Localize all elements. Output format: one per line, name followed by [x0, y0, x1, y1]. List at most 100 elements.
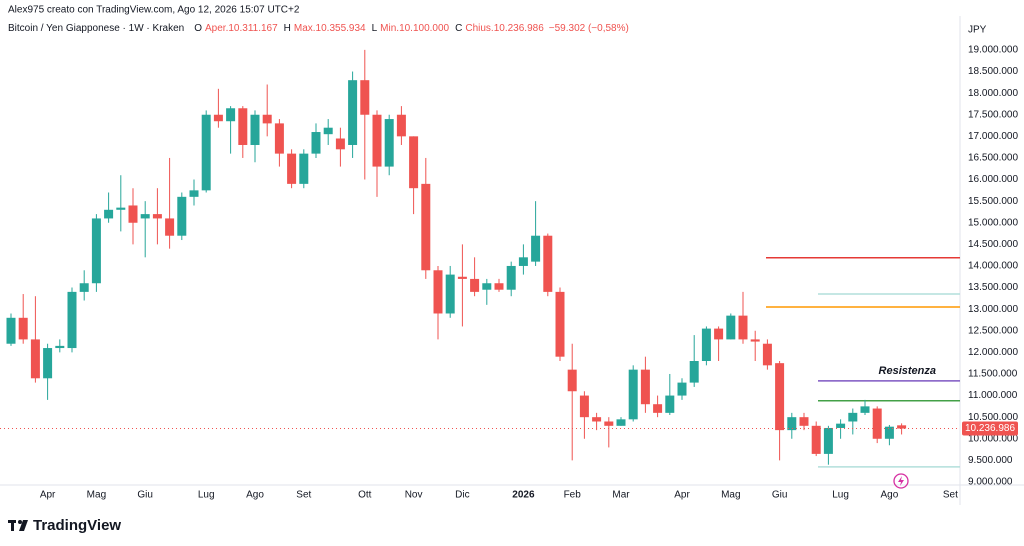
x-tick-label: Giu: [137, 490, 153, 501]
candle-body: [79, 283, 89, 292]
y-tick-label: 12.000.000: [968, 347, 1018, 358]
candle-body: [67, 291, 77, 349]
candle-body: [531, 235, 541, 262]
logo-part: [18, 520, 22, 524]
candle-body: [726, 315, 736, 340]
legend-value: Min.10.100.000: [380, 23, 449, 34]
candle-body: [628, 369, 638, 420]
candle-body: [189, 190, 199, 197]
x-tick-label: Lug: [832, 490, 849, 501]
y-tick-label: 17.000.000: [968, 131, 1018, 142]
candle-body: [55, 345, 65, 349]
candle-body: [457, 276, 467, 279]
candle-body: [372, 114, 382, 167]
x-tick-label: Ago: [881, 490, 899, 501]
candle-body: [555, 291, 565, 357]
icon-ring: [893, 473, 909, 489]
candle-body: [738, 315, 748, 340]
y-tick-label: 11.000.000: [968, 390, 1018, 401]
currency-label: JPY: [968, 25, 987, 36]
x-tick-label: Mar: [612, 490, 630, 501]
candle-body: [579, 395, 589, 418]
x-tick-label: 2026: [512, 490, 535, 501]
candle-body: [274, 123, 284, 154]
candle-body: [811, 425, 821, 454]
y-tick-label: 12.500.000: [968, 325, 1018, 336]
candle-body: [30, 339, 40, 379]
candle-body: [604, 421, 614, 426]
candle-body: [775, 363, 785, 431]
y-tick-label: 16.500.000: [968, 153, 1018, 164]
y-tick-label: 11.500.000: [968, 369, 1018, 380]
candle-body: [592, 417, 602, 422]
icon-bolt: [898, 476, 904, 486]
logo-part: [19, 520, 28, 531]
x-tick-label: Apr: [40, 490, 56, 501]
candle-body: [543, 235, 553, 292]
y-tick-label: 13.500.000: [968, 282, 1018, 293]
level-label: Resistenza: [879, 365, 936, 377]
candle-body: [396, 114, 406, 137]
legend-value: Max.10.355.934: [294, 23, 366, 34]
y-tick-label: 19.000.000: [968, 45, 1018, 56]
candle-body: [116, 207, 126, 210]
candle-body: [433, 270, 443, 314]
candle-body: [518, 257, 528, 266]
y-tick-label: 13.000.000: [968, 304, 1018, 315]
candle-body: [226, 108, 236, 122]
y-tick-label: 16.000.000: [968, 174, 1018, 185]
candle-body: [897, 425, 907, 429]
candle-body: [384, 119, 394, 167]
candle-body: [787, 417, 797, 431]
candle-body: [299, 153, 309, 184]
candle-body: [140, 214, 150, 219]
candle-body: [262, 114, 272, 124]
y-tick-label: 9.500.000: [968, 455, 1013, 466]
candle-body: [445, 274, 455, 314]
candle-body: [872, 408, 882, 439]
legend-value: Chius.10.236.986: [465, 23, 544, 34]
candle-body: [165, 218, 175, 236]
x-tick-label: Giu: [772, 490, 788, 501]
y-tick-label: 14.500.000: [968, 239, 1018, 250]
candle-body: [250, 114, 260, 145]
candle-body: [677, 382, 687, 396]
candle-body: [348, 80, 358, 145]
candle-body: [616, 419, 626, 426]
y-tick-label: 9.000.000: [968, 477, 1013, 488]
candle-body: [360, 80, 370, 115]
candle-body: [665, 395, 675, 413]
x-tick-label: Set: [296, 490, 311, 501]
candle-body: [714, 328, 724, 340]
candle-body: [848, 412, 858, 422]
candle-body: [823, 427, 833, 454]
y-tick-label: 15.500.000: [968, 196, 1018, 207]
candle-body: [482, 283, 492, 290]
candle-body: [91, 218, 101, 284]
candle-body: [177, 196, 187, 236]
candle-body: [238, 108, 248, 145]
legend-title: Bitcoin / Yen Giapponese · 1W · Kraken: [8, 23, 184, 34]
candle-body: [653, 404, 663, 413]
candle-body: [701, 328, 711, 362]
last-price-box: [962, 421, 1018, 436]
alert-icon: [893, 473, 909, 489]
last-price-label: 10.236.986: [965, 423, 1015, 434]
y-tick-label: 10.000.000: [968, 433, 1018, 444]
candle-body: [799, 417, 809, 426]
candle-body: [470, 278, 480, 292]
legend-key: O: [194, 23, 202, 34]
candle-body: [494, 283, 504, 290]
candle-body: [640, 369, 650, 405]
candle-body: [128, 205, 138, 223]
legend-value: Aper.10.311.167: [205, 23, 278, 34]
brand-logo: [8, 520, 28, 531]
y-tick-label: 18.000.000: [968, 88, 1018, 99]
legend: Bitcoin / Yen Giapponese · 1W · Kraken O A…: [8, 23, 629, 34]
candle-body: [762, 343, 772, 366]
y-tick-label: 15.000.000: [968, 217, 1018, 228]
candle-body: [201, 114, 211, 191]
legend-change: −59.302 (−0,58%): [549, 23, 629, 34]
candle-body: [884, 426, 894, 439]
x-tick-label: Apr: [674, 490, 690, 501]
